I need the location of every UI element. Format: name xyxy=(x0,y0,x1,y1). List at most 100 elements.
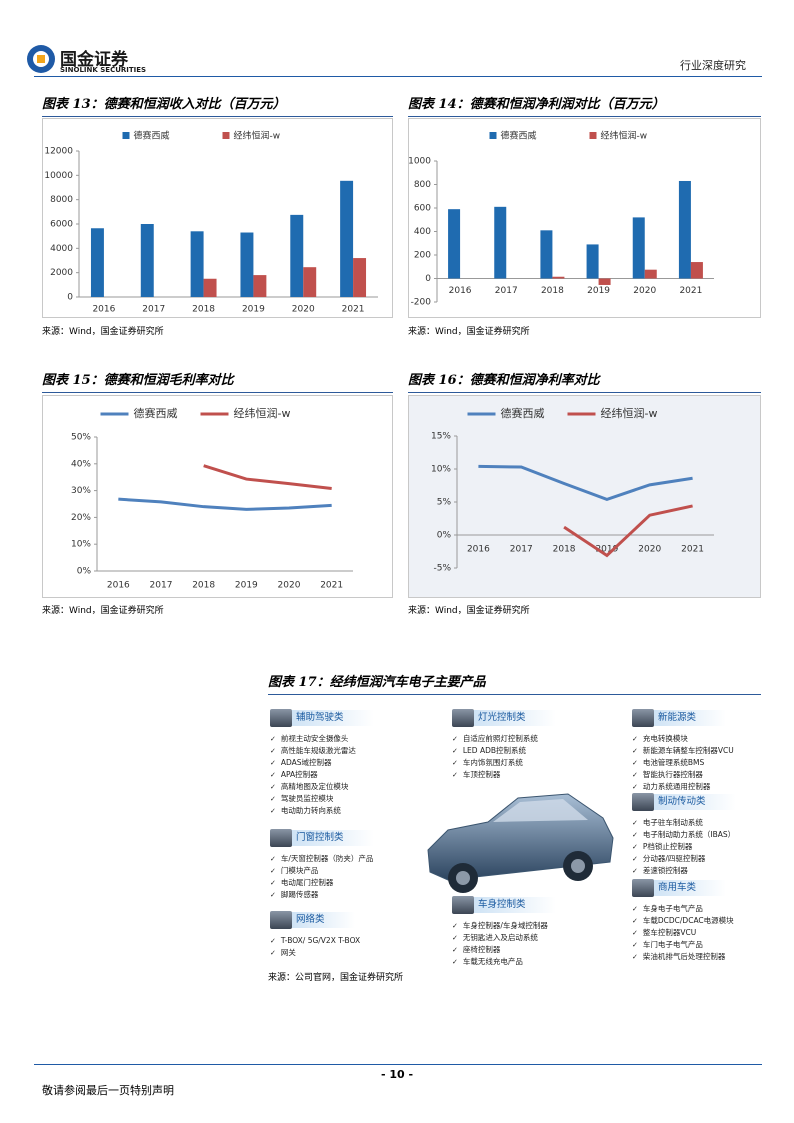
group-header: 灯光控制类 xyxy=(452,708,556,728)
product-item: 分动器/四驱控制器 xyxy=(632,853,736,865)
x-tick-label: 2020 xyxy=(638,545,661,555)
chart-source: 来源：Wind，国金证券研究所 xyxy=(408,327,530,337)
chart: 0% 10% 20% 30% 40% 50% 2016 2017 2018 2019 2020 202… xyxy=(42,395,393,598)
item-list: 自适应前照灯控制系统LED ADB控制系统车内饰氛围灯系统车顶控制器 xyxy=(452,733,556,781)
product-item: T-BOX/ 5G/V2X T-BOX xyxy=(270,935,360,947)
product-item: 电子制动助力系统（IBAS） xyxy=(632,829,736,841)
group-header: 门窗控制类 xyxy=(270,828,374,848)
header-rule xyxy=(34,76,762,77)
group-header: 车身控制类 xyxy=(452,895,556,915)
group-name: 网络类 xyxy=(292,912,355,928)
x-tick-label: 2021 xyxy=(681,545,704,555)
legend-label: 德赛西威 xyxy=(501,130,537,142)
group-icon xyxy=(452,709,474,727)
y-tick-label: 400 xyxy=(414,227,431,237)
y-tick-label: 4000 xyxy=(50,244,73,254)
x-tick-label: 2019 xyxy=(595,545,618,555)
group-name: 辅助驾驶类 xyxy=(292,710,374,726)
chart: -200 0 200 400 600 800 1000 2016 2017 2018 2019 202… xyxy=(408,118,761,318)
footer-rule xyxy=(34,1064,762,1065)
y-tick-label: 2000 xyxy=(50,268,73,278)
product-item: 门模块产品 xyxy=(270,865,374,877)
product-item: 网关 xyxy=(270,947,360,959)
x-tick-label: 2018 xyxy=(192,581,215,591)
logo-icon xyxy=(27,45,55,73)
product-item: 自适应前照灯控制系统 xyxy=(452,733,556,745)
group-icon xyxy=(452,896,474,914)
bar xyxy=(203,278,217,297)
figure-title: 图表 17：经纬恒润汽车电子主要产品 xyxy=(268,674,761,695)
bar xyxy=(190,231,204,297)
group-header: 商用车类 xyxy=(632,878,734,898)
y-tick-label: 20% xyxy=(71,513,91,523)
product-group: 商用车类车身电子电气产品车载DCDC/DCAC电源模块整车控制器VCU车门电子电… xyxy=(632,878,734,963)
product-item: 无钥匙进入及启动系统 xyxy=(452,932,556,944)
group-header: 网络类 xyxy=(270,910,360,930)
item-list: 电子驻车制动系统电子制动助力系统（IBAS）P档锁止控制器分动器/四驱控制器差速… xyxy=(632,817,736,877)
item-list: 充电转换模块新能源车辆整车控制器VCU电池管理系统BMS智能执行器控制器动力系统… xyxy=(632,733,734,793)
x-tick-label: 2020 xyxy=(633,286,656,296)
item-list: 前视主动安全摄像头高性能车规级激光雷达ADAS域控制器APA控制器高精地图及定位… xyxy=(270,733,374,817)
logo-cn: 国金证券 xyxy=(60,50,128,70)
chart: -5% 0% 5% 10% 15% 2016 2017 2018 2019 2020 2021 德赛西… xyxy=(408,395,761,598)
y-tick-label: -5% xyxy=(433,564,451,574)
product-item: 车身电子电气产品 xyxy=(632,903,734,915)
y-tick-label: 1000 xyxy=(408,157,431,167)
legend-swatch xyxy=(122,132,130,139)
x-tick-label: 2017 xyxy=(495,286,518,296)
y-tick-label: 10% xyxy=(71,540,91,550)
legend-label: 德赛西威 xyxy=(501,406,545,420)
x-tick-label: 2019 xyxy=(242,305,265,315)
x-tick-label: 2018 xyxy=(541,286,564,296)
chart-source: 来源：Wind，国金证券研究所 xyxy=(42,327,164,337)
page-number: - 10 - xyxy=(380,1068,414,1081)
chart: 0 2000 4000 6000 8000 10000 12000 2016 2017 2018 2… xyxy=(42,118,393,318)
product-item: 驾驶员监控模块 xyxy=(270,793,374,805)
item-list: 车身控制器/车身域控制器无钥匙进入及启动系统座椅控制器车载无线充电产品 xyxy=(452,920,556,968)
product-item: 电动尾门控制器 xyxy=(270,877,374,889)
product-item: 车门电子电气产品 xyxy=(632,939,734,951)
bar xyxy=(290,214,304,297)
bar xyxy=(632,217,645,279)
product-group: 灯光控制类自适应前照灯控制系统LED ADB控制系统车内饰氛围灯系统车顶控制器 xyxy=(452,708,556,781)
group-name: 车身控制类 xyxy=(474,897,556,913)
bar xyxy=(140,224,154,297)
group-header: 新能源类 xyxy=(632,708,734,728)
item-list: 车/天窗控制器（防夹）产品门模块产品电动尾门控制器脚踢传感器 xyxy=(270,853,374,901)
product-item: APA控制器 xyxy=(270,769,374,781)
x-tick-label: 2019 xyxy=(587,286,610,296)
group-header: 制动传动类 xyxy=(632,792,736,812)
product-item: 脚踢传感器 xyxy=(270,889,374,901)
bar xyxy=(540,230,553,279)
x-tick-label: 2016 xyxy=(107,581,130,591)
y-tick-label: 600 xyxy=(414,204,431,214)
bar xyxy=(678,180,691,279)
legend-label: 经纬恒润-w xyxy=(234,406,291,420)
y-tick-label: 50% xyxy=(71,433,91,443)
product-group: 车身控制类车身控制器/车身域控制器无钥匙进入及启动系统座椅控制器车载无线充电产品 xyxy=(452,895,556,968)
bar xyxy=(586,244,599,279)
y-tick-label: 30% xyxy=(71,486,91,496)
x-tick-label: 2016 xyxy=(467,545,490,555)
chart-title: 图表 13：德赛和恒润收入对比（百万元） xyxy=(42,96,393,117)
y-tick-label: 0 xyxy=(67,293,73,303)
x-tick-label: 2021 xyxy=(679,286,702,296)
product-item: 车顶控制器 xyxy=(452,769,556,781)
x-tick-label: 2021 xyxy=(342,305,365,315)
product-item: 高性能车规级激光雷达 xyxy=(270,745,374,757)
y-tick-label: -200 xyxy=(411,298,432,308)
product-item: 电池管理系统BMS xyxy=(632,757,734,769)
y-tick-label: 5% xyxy=(437,498,452,508)
x-tick-label: 2018 xyxy=(192,305,215,315)
disclaimer: 敬请参阅最后一页特别声明 xyxy=(42,1084,174,1097)
group-icon xyxy=(270,829,292,847)
product-item: 车身控制器/车身域控制器 xyxy=(452,920,556,932)
product-item: 新能源车辆整车控制器VCU xyxy=(632,745,734,757)
figure-source: 来源：公司官网，国金证券研究所 xyxy=(268,973,404,983)
logo-en: SINOLINK SECURITIES xyxy=(60,66,147,74)
line xyxy=(118,497,332,511)
car-illustration xyxy=(427,793,614,893)
y-tick-label: 15% xyxy=(431,432,451,442)
bar xyxy=(598,278,611,285)
line xyxy=(203,464,332,490)
